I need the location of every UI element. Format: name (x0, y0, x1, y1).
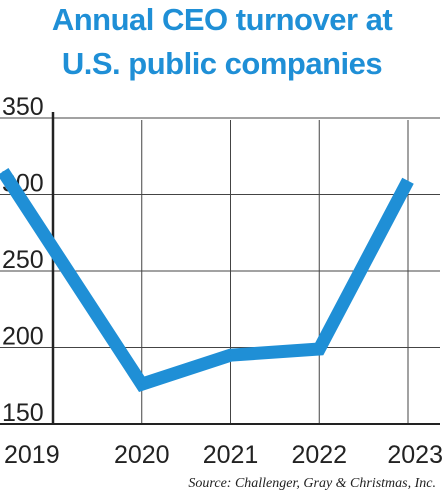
y-tick-label: 250 (2, 246, 44, 274)
data-point (318, 348, 320, 350)
x-tick-label: 2022 (291, 441, 347, 469)
x-tick-label: 2023 (387, 441, 443, 469)
data-point (230, 354, 231, 356)
y-tick-label: 350 (2, 93, 44, 121)
x-tick-label: 2020 (114, 441, 170, 469)
data-point (407, 180, 409, 182)
y-tick-label: 150 (2, 399, 44, 427)
data-point (2, 171, 4, 173)
chart-title-line-1: Annual CEO turnover at (51, 2, 393, 37)
chart-title: Annual CEO turnover at U.S. public compa… (0, 0, 444, 84)
x-tick-label: 2019 (4, 441, 60, 469)
data-point (141, 383, 143, 385)
source-note: Source: Challenger, Gray & Christmas, In… (188, 476, 436, 491)
chart-title-line-2: U.S. public companies (61, 46, 383, 81)
x-tick-label: 2021 (203, 441, 259, 469)
series-line (0, 167, 414, 392)
y-tick-label: 200 (2, 323, 44, 351)
